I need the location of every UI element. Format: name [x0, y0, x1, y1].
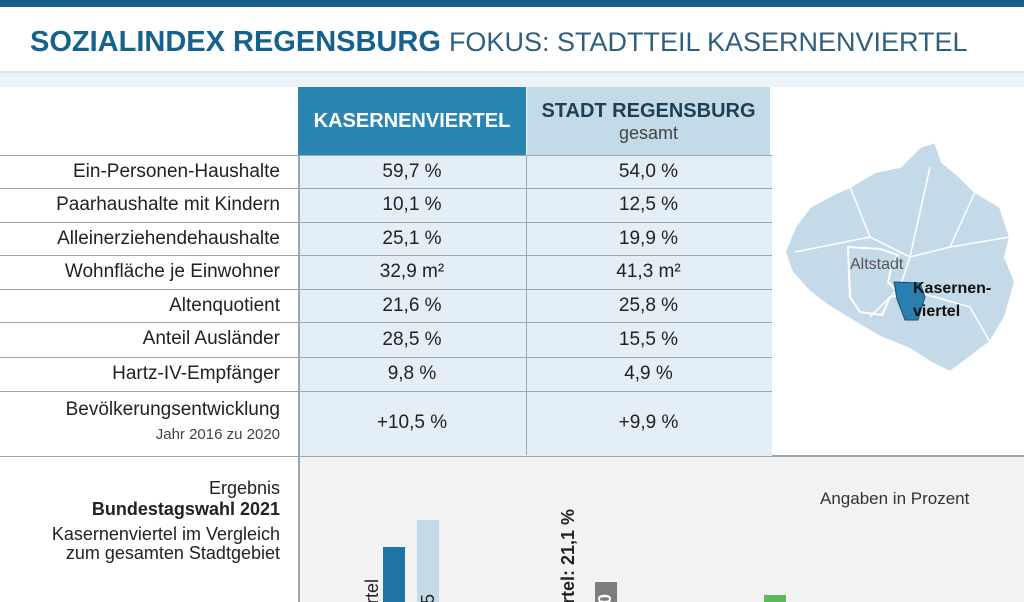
row-label: Hartz-IV-Empfänger — [112, 363, 280, 384]
kasernenviertel-area — [893, 281, 926, 321]
row-cell-bg — [298, 322, 772, 358]
subtitle: FOKUS: STADTTEIL KASERNENVIERTEL — [448, 27, 968, 57]
cell: 15,5 % — [618, 328, 679, 350]
col-divider — [526, 322, 527, 357]
bar — [764, 595, 786, 602]
row-cell-bg — [298, 155, 772, 189]
map-label: Altstadt — [850, 256, 904, 273]
row-label: Altenquotient — [169, 295, 280, 316]
cell: +9,9 % — [618, 412, 679, 433]
cell: 25,1 % — [382, 227, 442, 249]
row-label: Paarhaushalte mit Kindern — [56, 194, 280, 215]
row-bg — [0, 289, 298, 323]
bar-label: 5 — [418, 593, 438, 602]
chart-note: Angaben in Prozent — [820, 489, 970, 508]
col-divider — [526, 391, 527, 455]
row-bg — [0, 255, 298, 290]
row-cell-bg — [298, 357, 772, 392]
row-bg — [0, 188, 298, 223]
bar-label: rtel: 21,1 % — [558, 508, 578, 602]
row-label: Wohnfläche je Einwohner — [64, 261, 280, 282]
election-chart — [298, 455, 1024, 602]
row-bg — [0, 155, 298, 189]
col-head: KASERNENVIERTEL — [298, 87, 526, 155]
caption-line: Kasernenviertel im Vergleich — [51, 524, 280, 544]
cell: 25,8 % — [618, 294, 679, 316]
row-label: Ein-Personen-Haushalte — [72, 161, 280, 182]
election-text — [0, 455, 298, 602]
col-divider — [526, 289, 527, 322]
title: SOZIALINDEX REGENSBURG FOKUS: STADTTEIL … — [30, 26, 968, 59]
map-panel: Altstadt Kasernen- viertel — [770, 87, 1024, 455]
title-text: SOZIALINDEX REGENSBURG — [30, 26, 441, 58]
district-lines — [794, 166, 1011, 343]
cell: 4,9 % — [624, 363, 673, 384]
col-divider — [526, 188, 527, 222]
header: SOZIALINDEX REGENSBURG FOKUS: STADTTEIL … — [0, 7, 1024, 73]
cell: 28,5 % — [382, 328, 442, 350]
row-bg — [0, 222, 298, 256]
row-cell-bg — [298, 289, 772, 323]
city-outline — [783, 140, 1017, 374]
row-cell-bg — [298, 255, 772, 290]
row-cell-bg — [298, 222, 772, 256]
bar — [595, 582, 617, 602]
cell: 21,6 % — [382, 294, 442, 316]
bar — [383, 547, 405, 602]
caption-line: zum gesamten Stadtgebiet — [65, 543, 280, 563]
empty-corner — [0, 87, 298, 155]
row-cell-bg — [298, 391, 772, 456]
cell: 12,5 % — [618, 194, 679, 215]
col-head: STADT REGENSBURG gesamt — [527, 87, 770, 155]
bar — [417, 520, 439, 602]
map: Altstadt Kasernen- viertel — [783, 140, 1017, 374]
row-cell-bg — [298, 188, 772, 223]
map-label: viertel — [913, 303, 960, 320]
cell: 41,3 m² — [616, 261, 681, 282]
col-head-sub: gesamt — [618, 123, 679, 143]
bar-label: 0 — [595, 593, 615, 602]
cell: 54,0 % — [618, 160, 679, 182]
cell: 19,9 % — [618, 227, 679, 249]
col-head-title: STADT REGENSBURG — [541, 100, 756, 122]
cell: 10,1 % — [382, 194, 442, 215]
row-bg — [0, 357, 298, 392]
top-band — [0, 0, 1024, 7]
election-caption: Ergebnis Bundestagswahl 2021 Kasernenvie… — [52, 478, 280, 562]
row-label: Anteil Ausländer — [142, 328, 280, 349]
cell: 59,7 % — [382, 160, 442, 182]
row-label: Bevölkerungsentwicklung — [65, 399, 280, 420]
cell: 9,8 % — [387, 363, 437, 384]
cell: 32,9 m² — [379, 261, 445, 282]
col-divider — [526, 357, 527, 391]
row-bg — [0, 322, 298, 358]
caption-line: Ergebnis — [208, 478, 280, 498]
caption-line: Bundestagswahl 2021 — [91, 499, 280, 519]
bar-label: rtel — [362, 578, 382, 602]
row-label: Alleinerziehendehaushalte — [57, 228, 280, 249]
col-divider — [526, 155, 527, 188]
map-label: Kasernen- — [913, 280, 991, 297]
cell: +10,5 % — [376, 412, 448, 433]
row-sublabel: Jahr 2016 zu 2020 — [155, 426, 280, 443]
col-divider — [526, 255, 527, 289]
col-divider — [526, 222, 527, 255]
row-bg — [0, 391, 298, 456]
